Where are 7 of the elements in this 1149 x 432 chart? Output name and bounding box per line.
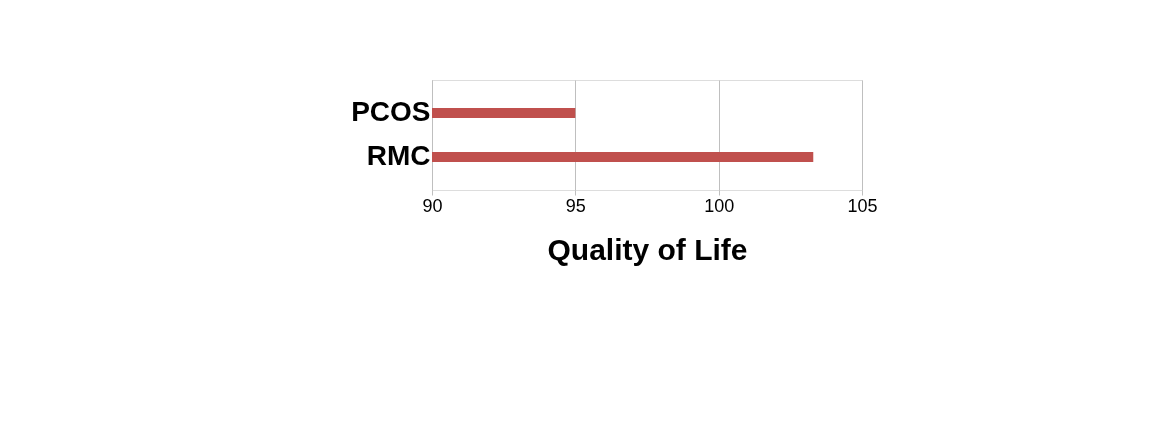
x-axis-title: Quality of Life — [547, 232, 748, 266]
y-tick-label: PCOS — [351, 96, 431, 127]
x-tick-label: 90 — [422, 195, 443, 216]
x-tick-label: 100 — [704, 195, 735, 216]
x-tick-label: 105 — [847, 195, 878, 216]
x-tick-label: 95 — [565, 195, 586, 216]
y-tick-label: RMC — [366, 140, 431, 171]
